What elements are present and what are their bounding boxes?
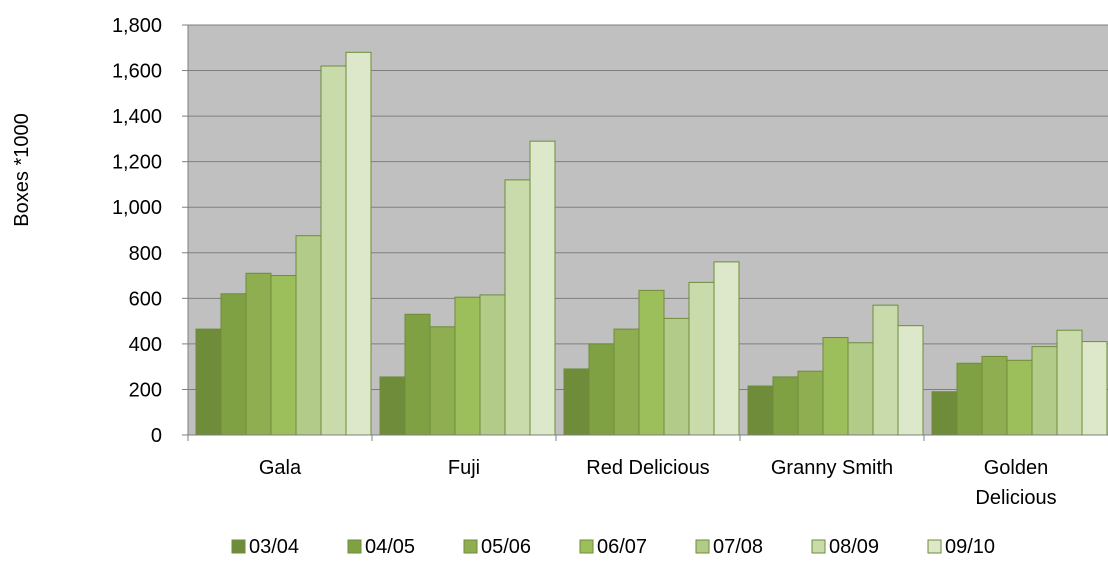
bar xyxy=(847,342,874,436)
axes xyxy=(182,24,1108,441)
x-category-label: Gala xyxy=(259,457,302,479)
bar xyxy=(220,293,247,436)
bar xyxy=(772,376,799,436)
bar xyxy=(1081,341,1108,436)
bar xyxy=(897,325,924,436)
bar xyxy=(688,281,715,436)
legend-label: 06/07 xyxy=(597,536,647,558)
y-tick-label: 1,800 xyxy=(112,15,162,37)
legend-label: 09/10 xyxy=(945,536,995,558)
bar xyxy=(1006,359,1033,436)
legend-label: 07/08 xyxy=(713,536,763,558)
y-tick-labels: 0 200 400 600 800 1,000 1,200 1,400 1,600 1,800 xyxy=(112,15,162,447)
bar xyxy=(504,179,531,436)
bar xyxy=(563,368,590,436)
bar xyxy=(797,370,824,436)
bar xyxy=(270,275,297,436)
x-category-label: Red Delicious xyxy=(586,457,709,479)
bar xyxy=(747,385,774,436)
x-category-label: Fuji xyxy=(448,457,480,479)
bar xyxy=(379,376,406,436)
bar xyxy=(479,294,506,436)
bar xyxy=(429,326,456,436)
bar xyxy=(613,328,640,436)
bar xyxy=(1056,329,1083,436)
x-category-label: Golden xyxy=(984,457,1049,479)
bar xyxy=(663,317,690,436)
bar xyxy=(822,337,849,436)
y-tick-label: 1,200 xyxy=(112,152,162,174)
legend-label: 03/04 xyxy=(249,536,299,558)
bar xyxy=(295,235,322,436)
bar xyxy=(345,51,372,436)
bar xyxy=(195,328,222,436)
y-tick-label: 1,000 xyxy=(112,197,162,219)
x-category-labels: Gala Fuji Red Delicious Granny Smith Golden D… xyxy=(259,457,1057,509)
legend-swatch xyxy=(579,539,594,554)
legend-swatch xyxy=(811,539,826,554)
y-tick-label: 800 xyxy=(129,243,162,265)
bar xyxy=(320,65,347,436)
bar xyxy=(872,304,899,436)
bar xyxy=(956,362,983,436)
bar xyxy=(981,355,1008,436)
y-tick-label: 200 xyxy=(129,379,162,401)
legend-swatch xyxy=(463,539,478,554)
bar xyxy=(1031,346,1058,436)
x-category-label: Granny Smith xyxy=(771,457,893,479)
bar xyxy=(588,343,615,436)
legend-label: 05/06 xyxy=(481,536,531,558)
legend: 03/04 04/05 05/06 06/07 07/08 08/09 09/10 xyxy=(231,536,995,558)
y-tick-label: 0 xyxy=(151,425,162,447)
y-tick-label: 400 xyxy=(129,334,162,356)
y-axis-label: Boxes *1000 xyxy=(11,113,33,226)
legend-swatch xyxy=(695,539,710,554)
legend-swatch xyxy=(231,539,246,554)
bar xyxy=(245,272,272,436)
bar xyxy=(529,140,556,436)
bar xyxy=(931,391,958,436)
bar xyxy=(454,296,481,436)
bar xyxy=(713,261,740,436)
legend-label: 08/09 xyxy=(829,536,879,558)
y-tick-label: 1,600 xyxy=(112,61,162,83)
legend-label: 04/05 xyxy=(365,536,415,558)
bar xyxy=(404,313,431,436)
bar xyxy=(638,289,665,436)
y-tick-label: 600 xyxy=(129,288,162,310)
x-category-label: Delicious xyxy=(975,487,1056,509)
legend-swatch xyxy=(927,539,942,554)
y-tick-label: 1,400 xyxy=(112,106,162,128)
bars xyxy=(195,51,1108,436)
legend-swatch xyxy=(347,539,362,554)
